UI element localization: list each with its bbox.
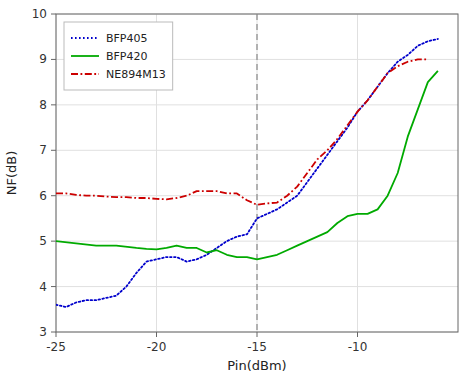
y-tick — [51, 332, 56, 333]
data-group — [56, 14, 438, 332]
x-grid-line — [357, 14, 358, 332]
legend-swatch — [71, 73, 99, 75]
legend-label: NE894M13 — [106, 68, 166, 81]
legend-swatch — [71, 37, 99, 39]
y-tick — [51, 286, 56, 287]
y-tick — [51, 59, 56, 60]
y-tick — [51, 241, 56, 242]
legend-box — [64, 22, 173, 90]
legend-label: BFP405 — [106, 32, 148, 45]
y-grid-line — [56, 241, 458, 242]
x-tick-label: -10 — [348, 340, 368, 354]
x-axis-label: Pin(dBm) — [227, 358, 286, 373]
x-tick — [257, 332, 258, 337]
y-tick — [51, 104, 56, 105]
plot-area — [56, 14, 458, 332]
series-line — [56, 71, 438, 260]
y-tick-label: 5 — [39, 234, 47, 248]
x-tick-label: -20 — [147, 340, 167, 354]
series-line — [56, 39, 438, 307]
y-tick — [51, 150, 56, 151]
legend-label: BFP420 — [106, 50, 148, 63]
grid — [56, 14, 458, 332]
y-tick-label: 6 — [39, 189, 47, 203]
y-tick-label: 3 — [39, 325, 47, 339]
x-tick-label: -15 — [247, 340, 267, 354]
y-tick-label: 10 — [32, 7, 47, 21]
y-tick-label: 9 — [39, 52, 47, 66]
y-axis-label: NF(dB) — [4, 151, 19, 196]
y-tick — [51, 195, 56, 196]
legend-swatch — [71, 55, 99, 57]
reference-line — [256, 14, 257, 332]
chart: -25 -20 -15 -10 3 4 5 6 7 8 9 10 Pin(dBm) NF(dB) BFP40… — [0, 0, 474, 380]
y-tick-label: 8 — [39, 98, 47, 112]
legend: BFP405 BFP420 NE894M13 — [64, 22, 173, 90]
x-tick — [56, 332, 57, 337]
x-tick-label: -25 — [46, 340, 66, 354]
y-tick-label: 7 — [39, 143, 47, 157]
y-tick-label: 4 — [39, 280, 47, 294]
y-tick — [51, 14, 56, 15]
x-grid-line — [257, 14, 258, 332]
plot-frame — [56, 14, 458, 332]
x-tick — [357, 332, 358, 337]
x-tick — [156, 332, 157, 337]
